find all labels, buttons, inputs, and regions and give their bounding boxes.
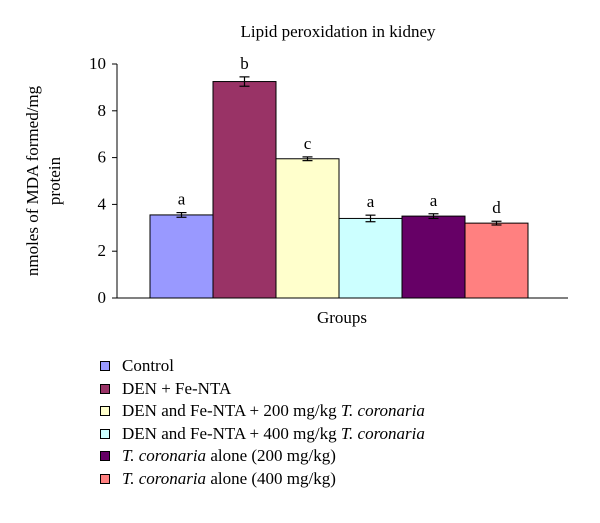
data-label: a (367, 192, 375, 211)
legend-label: DEN + Fe-NTA (122, 378, 232, 398)
legend-swatch (100, 451, 110, 462)
y-tick-label: 6 (98, 148, 107, 167)
y-tick-label: 0 (98, 288, 107, 307)
legend-item: DEN + Fe-NTA (100, 378, 580, 401)
y-tick-label: 2 (98, 241, 107, 260)
legend-swatch (100, 428, 110, 439)
data-label: b (240, 54, 249, 73)
bar (275, 158, 340, 299)
error-bar (428, 213, 439, 220)
error-bar (176, 211, 187, 218)
bar (212, 81, 277, 299)
y-axis-label-line2: protein (45, 156, 64, 205)
y-tick-label: 10 (89, 54, 106, 73)
error-bar (365, 214, 376, 223)
legend-item: DEN and Fe-NTA + 200 mg/kg T. coronaria (100, 400, 580, 423)
legend-item: T. coronaria alone (200 mg/kg) (100, 445, 580, 468)
chart-title: Lipid peroxidation in kidney (241, 22, 436, 41)
data-label: c (304, 134, 312, 153)
legend-label: DEN and Fe-NTA + 400 mg/kg T. coronaria (122, 423, 425, 443)
error-bar (302, 156, 313, 162)
y-axis-label-line1: nmoles of MDA formed/mg (23, 85, 42, 276)
data-label: a (178, 190, 186, 209)
data-label: d (492, 198, 501, 217)
legend-label: Control (122, 356, 174, 376)
y-tick-label: 8 (98, 101, 107, 120)
chart: Lipid peroxidation in kidney nmoles of M… (23, 22, 568, 327)
legend-swatch (100, 383, 110, 394)
error-bar (491, 220, 502, 226)
legend-item: T. coronaria alone (400 mg/kg) (100, 468, 580, 491)
bar (401, 215, 466, 299)
legend-item: DEN and Fe-NTA + 400 mg/kg T. coronaria (100, 423, 580, 446)
legend-label: DEN and Fe-NTA + 200 mg/kg T. coronaria (122, 401, 425, 421)
bar (149, 214, 214, 299)
error-bar (239, 76, 250, 87)
legend-swatch (100, 361, 110, 372)
legend-item: Control (100, 355, 580, 378)
legend-label: T. coronaria alone (400 mg/kg) (122, 468, 336, 488)
legend-swatch (100, 473, 110, 484)
data-label: a (430, 191, 438, 210)
legend-label: T. coronaria alone (200 mg/kg) (122, 446, 336, 466)
legend: Control DEN + Fe-NTA DEN and Fe-NTA + 200 … (100, 355, 580, 490)
legend-swatch (100, 406, 110, 417)
y-tick-label: 4 (98, 194, 107, 213)
x-axis-label: Groups (317, 308, 367, 327)
bar (464, 222, 529, 299)
bar (338, 217, 403, 299)
